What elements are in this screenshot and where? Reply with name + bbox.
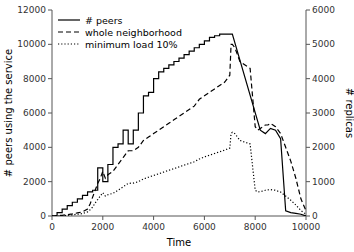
y-tick: [48, 113, 52, 114]
series-line: [52, 34, 306, 216]
y2-tick-label: 2000: [312, 142, 335, 152]
series-line: [52, 132, 306, 216]
y-tick-label: 2000: [23, 177, 46, 187]
legend: # peerswhole neighborhoodminimum load 10…: [58, 15, 182, 50]
y-tick: [48, 216, 52, 217]
y-tick: [48, 78, 52, 79]
x-tick: [204, 216, 205, 220]
x-tick: [52, 216, 53, 220]
y-tick: [48, 147, 52, 148]
x-tick-label: 4000: [142, 222, 165, 232]
y-tick: [48, 181, 52, 182]
y-tick-label: 10000: [17, 39, 46, 49]
legend-label: whole neighborhood: [85, 27, 182, 38]
x-tick-label: 2000: [91, 222, 114, 232]
y2-tick-label: 1000: [312, 177, 335, 187]
chart: 0200040006000800010000020004000600080001…: [0, 0, 354, 252]
x-axis: [52, 216, 306, 217]
y2-tick-label: 4000: [312, 74, 335, 84]
legend-item: minimum load 10%: [58, 39, 178, 50]
y-tick: [48, 44, 52, 45]
legend-label: minimum load 10%: [85, 39, 178, 50]
y-tick-label: 0: [40, 211, 46, 221]
x-tick: [102, 216, 103, 220]
y2-tick-label: 5000: [312, 39, 335, 49]
y2-tick: [306, 147, 310, 148]
y2-axis-label: # replicas: [344, 88, 354, 138]
y2-tick: [306, 181, 310, 182]
y-tick-label: 4000: [23, 142, 46, 152]
y-tick: [48, 10, 52, 11]
y2-tick: [306, 113, 310, 114]
series-line: [52, 44, 306, 216]
legend-swatch: [58, 19, 80, 20]
x-tick-label: 6000: [193, 222, 216, 232]
background: [0, 0, 354, 252]
y-axis-label: # peers using the service: [3, 49, 14, 177]
y-tick-label: 8000: [23, 74, 46, 84]
x-axis-label: Time: [166, 237, 191, 248]
plot-area: [52, 34, 306, 216]
y2-tick: [306, 78, 310, 79]
legend-swatch: [58, 31, 80, 32]
y2-tick-label: 3000: [312, 108, 335, 118]
y2-tick: [306, 44, 310, 45]
x-tick-label: 10000: [292, 222, 321, 232]
x-tick-label: 8000: [244, 222, 267, 232]
y-tick-label: 12000: [17, 5, 46, 15]
legend-item: # peers: [58, 15, 123, 26]
x-tick: [255, 216, 256, 220]
legend-item: whole neighborhood: [58, 27, 182, 38]
y2-tick-label: 6000: [312, 5, 335, 15]
legend-label: # peers: [85, 15, 123, 26]
y2-tick: [306, 10, 310, 11]
y2-tick: [306, 216, 310, 217]
x-tick: [153, 216, 154, 220]
x-tick: [306, 216, 307, 220]
y-tick-label: 6000: [23, 108, 46, 118]
x-tick-label: 0: [49, 222, 55, 232]
legend-swatch: [58, 43, 80, 44]
y2-tick-label: 0: [312, 211, 318, 221]
